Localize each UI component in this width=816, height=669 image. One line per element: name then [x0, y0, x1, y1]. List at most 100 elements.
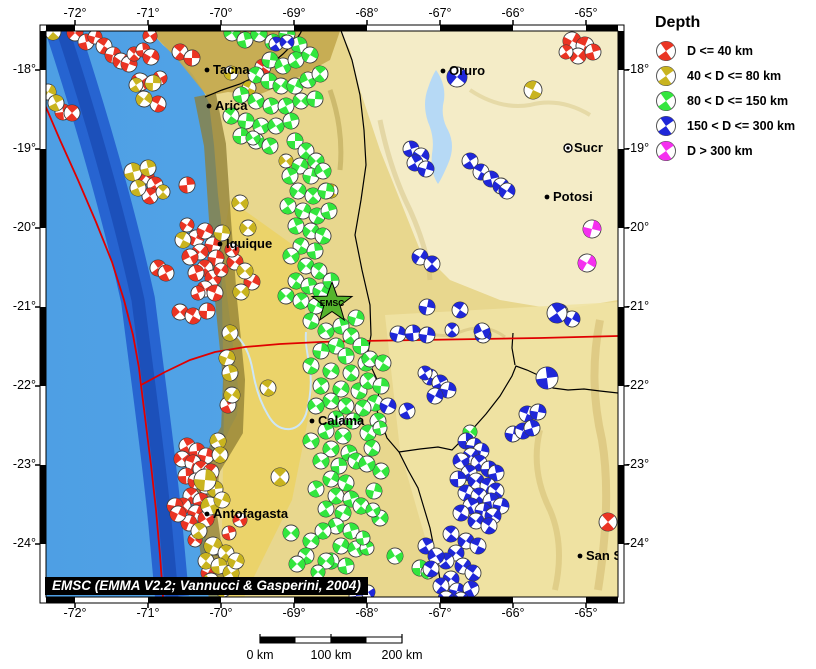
beachball-r[interactable] [169, 301, 192, 324]
beachball-g[interactable] [285, 76, 306, 97]
beachball-r[interactable] [147, 93, 168, 114]
beachball-y[interactable] [521, 78, 545, 102]
beachball-g[interactable] [352, 337, 370, 355]
beachball-b[interactable] [478, 515, 500, 537]
beachball-g[interactable] [335, 472, 356, 493]
beachball-g[interactable] [325, 408, 347, 430]
beachball-g[interactable] [232, 127, 250, 145]
beachball-g[interactable] [292, 200, 313, 221]
beachball-y[interactable] [133, 88, 155, 110]
beachball-b[interactable] [277, 32, 297, 52]
beachball-g[interactable] [289, 35, 308, 54]
beachball-b[interactable] [460, 578, 481, 599]
beachball-g[interactable] [261, 51, 279, 69]
beachball-b[interactable] [435, 588, 458, 611]
beachball-y[interactable] [225, 550, 246, 571]
beachball-g[interactable] [245, 90, 267, 112]
beachball-g[interactable] [332, 425, 355, 448]
beachball-m[interactable] [575, 251, 600, 276]
beachball-r[interactable] [169, 41, 192, 64]
beachball-g[interactable] [312, 520, 335, 543]
beachball-g[interactable] [270, 75, 292, 97]
beachball-g[interactable] [330, 378, 352, 400]
beachball-g[interactable] [305, 395, 327, 417]
beachball-b[interactable] [425, 545, 447, 567]
beachball-y[interactable] [144, 74, 162, 92]
beachball-r[interactable] [140, 46, 162, 68]
beachball-g[interactable] [346, 308, 366, 328]
scale-bar[interactable] [259, 634, 403, 644]
beachball-r[interactable] [205, 283, 226, 304]
beachball-g[interactable] [310, 450, 332, 472]
beachball-r[interactable] [140, 26, 159, 45]
beachball-g[interactable] [320, 360, 342, 382]
beachball-g[interactable] [364, 481, 383, 500]
beachball-y[interactable] [193, 468, 217, 492]
beachball-g[interactable] [299, 44, 321, 66]
beachball-b[interactable] [377, 395, 398, 416]
beachball-g[interactable] [286, 132, 304, 150]
beachball-g[interactable] [312, 225, 333, 246]
beachball-r[interactable] [186, 263, 206, 283]
beachball-y[interactable] [122, 161, 144, 183]
beachball-y[interactable] [234, 260, 257, 283]
beachball-y[interactable] [209, 444, 232, 467]
beachball-g[interactable] [300, 530, 322, 552]
beachball-g[interactable] [286, 553, 309, 576]
beachball-r[interactable] [198, 302, 216, 320]
beachball-y[interactable] [210, 557, 228, 575]
beachball-g[interactable] [301, 311, 322, 332]
beachball-g[interactable] [312, 160, 334, 182]
beachball-g[interactable] [370, 460, 392, 482]
beachball-b[interactable] [535, 366, 560, 391]
beachball-g[interactable] [316, 421, 337, 442]
beachball-y[interactable] [229, 192, 251, 214]
beachball-y[interactable] [42, 21, 65, 44]
beachball-r[interactable] [167, 503, 188, 524]
beachball-g[interactable] [372, 352, 394, 374]
beachball-r[interactable] [177, 215, 196, 234]
beachball-g[interactable] [302, 185, 325, 208]
beachball-g[interactable] [372, 420, 388, 436]
beachball-g[interactable] [384, 545, 406, 567]
beachball-g[interactable] [300, 355, 322, 377]
beachball-r[interactable] [182, 305, 204, 327]
beachball-g[interactable] [243, 128, 262, 147]
beachball-b[interactable] [442, 320, 462, 340]
beachball-g[interactable] [295, 140, 318, 163]
beachball-b[interactable] [396, 400, 418, 422]
beachball-g[interactable] [290, 90, 313, 113]
beachball-g[interactable] [280, 245, 302, 267]
beachball-b[interactable] [487, 464, 506, 483]
beachball-g[interactable] [309, 63, 332, 86]
beachball-b[interactable] [430, 575, 452, 597]
beachball-g[interactable] [277, 195, 299, 217]
beachball-y[interactable] [188, 520, 210, 542]
beachball-r[interactable] [189, 284, 207, 302]
beachball-g[interactable] [357, 422, 379, 444]
beachball-y[interactable] [223, 65, 239, 81]
beachball-g[interactable] [289, 155, 311, 177]
beachball-b[interactable] [449, 470, 467, 488]
beachball-r[interactable] [139, 185, 161, 207]
beachball-b[interactable] [388, 324, 407, 343]
beachball-y[interactable] [230, 281, 253, 304]
beachball-y[interactable] [267, 464, 292, 489]
beachball-g[interactable] [312, 342, 330, 360]
beachball-b[interactable] [415, 363, 434, 382]
beachball-m[interactable] [581, 218, 603, 240]
beachball-g[interactable] [320, 390, 342, 412]
beachball-b[interactable] [418, 326, 436, 344]
beachball-b[interactable] [416, 159, 436, 179]
beachball-r[interactable] [556, 42, 575, 61]
beachball-y[interactable] [126, 75, 145, 94]
beachball-b[interactable] [496, 180, 518, 202]
beachball-y[interactable] [128, 178, 149, 199]
beachball-g[interactable] [356, 453, 378, 475]
beachball-g[interactable] [286, 216, 307, 237]
beachball-g[interactable] [335, 395, 358, 418]
beachball-g[interactable] [265, 115, 287, 137]
beachball-y[interactable] [220, 363, 239, 382]
beachball-b[interactable] [439, 381, 458, 400]
beachball-b[interactable] [420, 558, 442, 580]
